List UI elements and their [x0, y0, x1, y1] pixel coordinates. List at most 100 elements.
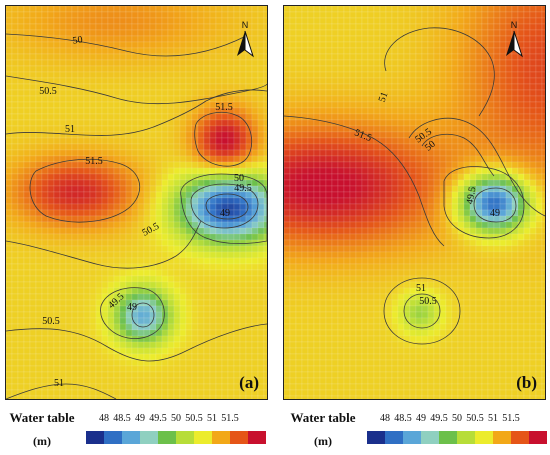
grid-cell — [349, 47, 357, 55]
grid-cell — [197, 227, 205, 235]
grid-cell — [313, 119, 321, 127]
grid-cell — [11, 149, 19, 157]
grid-cell — [173, 6, 181, 13]
grid-cell — [373, 203, 381, 211]
grid-cell — [257, 41, 265, 49]
grid-cell — [433, 251, 441, 259]
grid-cell — [433, 119, 441, 127]
grid-cell — [203, 275, 211, 283]
grid-cell — [511, 113, 519, 121]
grid-cell — [35, 137, 43, 145]
grid-cell — [191, 263, 199, 271]
grid-cell — [107, 287, 115, 295]
grid-cell — [113, 227, 121, 235]
grid-cell — [421, 53, 429, 61]
grid-cell — [155, 59, 163, 67]
grid-cell — [173, 35, 181, 43]
grid-cell — [227, 341, 235, 349]
grid-cell — [343, 77, 351, 85]
grid-cell — [29, 11, 37, 19]
grid-cell — [319, 113, 327, 121]
grid-cell — [47, 53, 55, 61]
grid-cell — [71, 137, 79, 145]
grid-cell — [301, 107, 309, 115]
grid-cell — [23, 377, 31, 385]
grid-cell — [71, 197, 79, 205]
grid-cell — [221, 287, 229, 295]
grid-cell — [95, 287, 103, 295]
grid-cell — [331, 209, 339, 217]
grid-cell — [29, 107, 37, 115]
grid-cell — [6, 371, 13, 379]
grid-cell — [337, 149, 345, 157]
grid-cell — [167, 197, 175, 205]
grid-cell — [493, 221, 501, 229]
grid-cell — [427, 167, 435, 175]
grid-cell — [251, 269, 259, 277]
grid-cell — [379, 113, 387, 121]
grid-cell — [11, 17, 19, 25]
grid-cell — [23, 125, 31, 133]
grid-cell — [239, 125, 247, 133]
grid-cell — [101, 281, 109, 289]
grid-cell — [47, 113, 55, 121]
grid-cell — [17, 41, 25, 49]
grid-cell — [289, 6, 297, 13]
grid-cell — [185, 191, 193, 199]
grid-cell — [295, 161, 303, 169]
grid-cell — [445, 185, 453, 193]
grid-cell — [6, 353, 13, 361]
grid-cell — [439, 257, 447, 265]
grid-cell — [215, 77, 223, 85]
grid-cell — [149, 41, 157, 49]
grid-cell — [391, 209, 399, 217]
grid-cell — [517, 107, 525, 115]
grid-cell — [469, 95, 477, 103]
grid-cell — [409, 251, 417, 259]
grid-cell — [23, 203, 31, 211]
grid-cell — [343, 239, 351, 247]
grid-cell — [233, 155, 241, 163]
grid-cell — [331, 35, 339, 43]
grid-cell — [119, 257, 127, 265]
grid-cell — [385, 203, 393, 211]
grid-cell — [167, 131, 175, 139]
grid-cell — [325, 29, 333, 37]
grid-cell — [119, 6, 127, 13]
grid-cell — [433, 71, 441, 79]
grid-cell — [505, 275, 513, 283]
grid-cell — [131, 257, 139, 265]
grid-cell — [481, 113, 489, 121]
grid-cell — [161, 347, 169, 355]
grid-cell — [203, 167, 211, 175]
grid-cell — [101, 155, 109, 163]
grid-cell — [29, 257, 37, 265]
grid-cell — [284, 101, 291, 109]
grid-cell — [89, 317, 97, 325]
grid-cell — [143, 203, 151, 211]
grid-cell — [415, 95, 423, 103]
grid-cell — [125, 173, 133, 181]
grid-cell — [511, 95, 519, 103]
grid-cell — [385, 155, 393, 163]
grid-cell — [23, 173, 31, 181]
grid-cell — [95, 383, 103, 391]
grid-cell — [487, 227, 495, 235]
grid-cell — [167, 209, 175, 217]
grid-cell — [427, 245, 435, 253]
grid-cell — [451, 125, 459, 133]
grid-cell — [149, 77, 157, 85]
grid-cell — [403, 107, 411, 115]
grid-cell — [427, 35, 435, 43]
grid-cell — [119, 317, 127, 325]
grid-cell — [23, 359, 31, 367]
grid-cell — [523, 119, 531, 127]
grid-cell — [101, 101, 109, 109]
grid-cell — [107, 365, 115, 373]
grid-cell — [161, 155, 169, 163]
grid-cell — [289, 191, 297, 199]
grid-cell — [29, 353, 37, 361]
grid-cell — [257, 359, 265, 367]
grid-cell — [367, 59, 375, 67]
grid-cell — [155, 395, 163, 399]
